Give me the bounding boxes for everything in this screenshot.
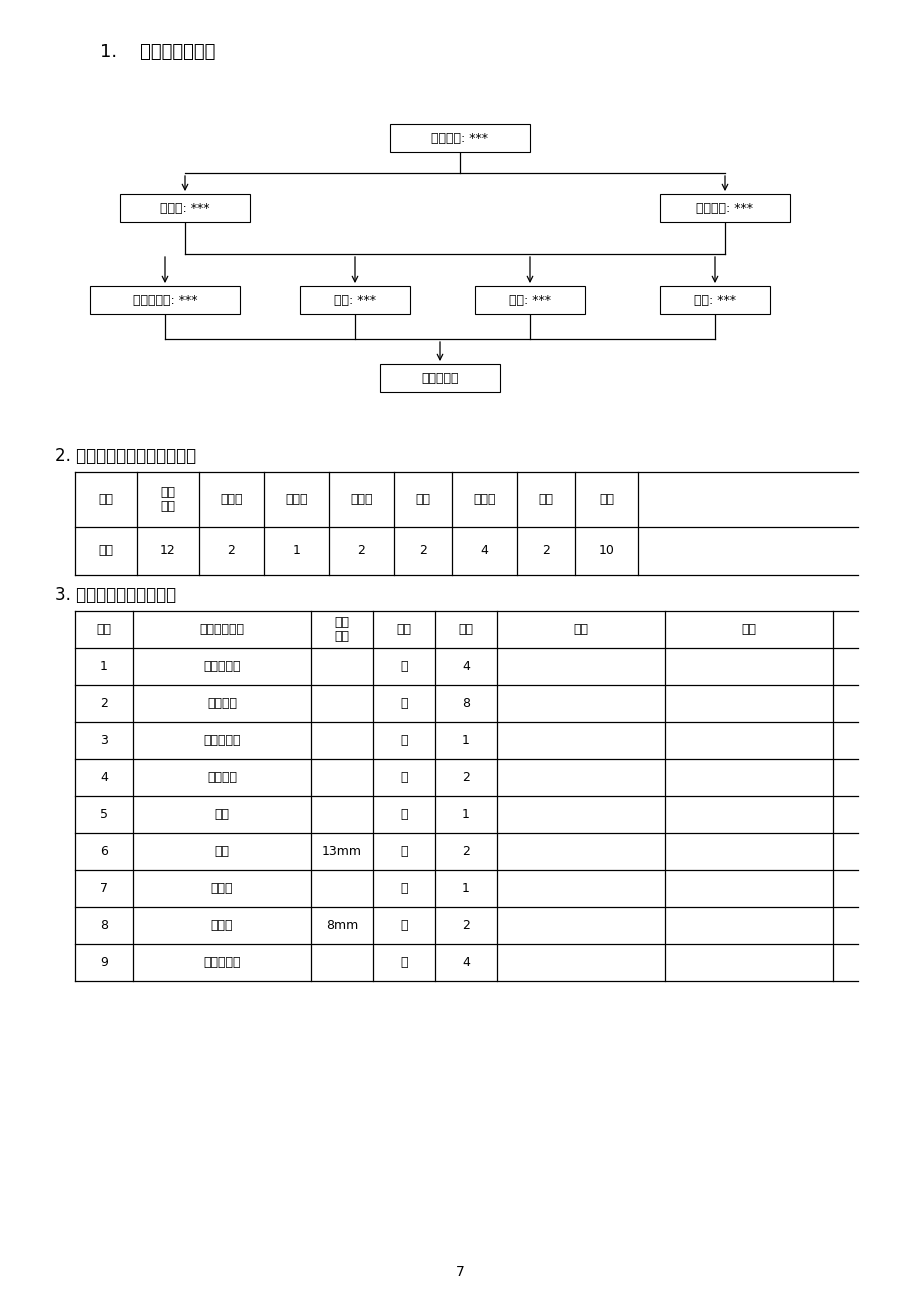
Text: 2: 2 <box>461 919 470 932</box>
Text: 电钻: 电钻 <box>214 845 229 858</box>
Text: 套: 套 <box>400 771 407 784</box>
Text: 4: 4 <box>461 956 470 969</box>
Text: 13mm: 13mm <box>322 845 361 858</box>
Text: 工种: 工种 <box>98 493 113 506</box>
Text: 2. 电气仪表安装劳动力安排：: 2. 电气仪表安装劳动力安排： <box>55 447 196 465</box>
Text: 单位: 单位 <box>396 622 411 635</box>
Text: 把: 把 <box>400 845 407 858</box>
Text: 计量工: 计量工 <box>285 493 308 506</box>
Text: 台: 台 <box>400 660 407 673</box>
Text: 台: 台 <box>400 881 407 894</box>
Text: 台: 台 <box>400 809 407 822</box>
Text: 9: 9 <box>100 956 108 969</box>
Text: 质量: ***: 质量: *** <box>334 293 376 306</box>
Text: 技术、工长: ***: 技术、工长: *** <box>132 293 197 306</box>
Bar <box>119 194 250 223</box>
Text: 机械设备名称: 机械设备名称 <box>199 622 244 635</box>
Text: 2: 2 <box>227 544 235 557</box>
Text: 2: 2 <box>461 845 470 858</box>
Text: 氧乙炔瓶: 氧乙炔瓶 <box>207 697 237 710</box>
Text: 起重工: 起重工 <box>350 493 372 506</box>
Text: 7: 7 <box>100 881 108 894</box>
Text: 型号
规格: 型号 规格 <box>335 616 349 643</box>
Text: 1: 1 <box>461 809 470 822</box>
Text: 台: 台 <box>400 734 407 747</box>
Text: 数量: 数量 <box>98 544 113 557</box>
Bar <box>90 286 240 314</box>
Text: 4: 4 <box>480 544 488 557</box>
Text: 2: 2 <box>461 771 470 784</box>
Text: 磁座钻: 磁座钻 <box>210 881 233 894</box>
Bar <box>300 286 410 314</box>
Text: 2: 2 <box>100 697 108 710</box>
Bar <box>390 124 529 152</box>
Text: 10: 10 <box>598 544 614 557</box>
Text: 3: 3 <box>100 734 108 747</box>
Text: 2: 2 <box>541 544 550 557</box>
Text: 4: 4 <box>100 771 108 784</box>
Text: 1.    施工治理网络图: 1. 施工治理网络图 <box>100 43 215 61</box>
Text: 沟通电焊机: 沟通电焊机 <box>203 660 241 673</box>
Text: 架工: 架工 <box>538 493 553 506</box>
Text: 2: 2 <box>357 544 365 557</box>
Text: 8: 8 <box>461 697 470 710</box>
Text: 各施工班组: 各施工班组 <box>421 371 459 384</box>
Text: 手枪钻: 手枪钻 <box>210 919 233 932</box>
Text: 1: 1 <box>461 881 470 894</box>
Text: 技术负责: ***: 技术负责: *** <box>696 202 753 215</box>
Text: 电调工: 电调工 <box>220 493 243 506</box>
Text: 8mm: 8mm <box>325 919 357 932</box>
Text: 序号: 序号 <box>96 622 111 635</box>
Text: 安全: ***: 安全: *** <box>508 293 550 306</box>
Text: 工程经理: ***: 工程经理: *** <box>431 132 488 145</box>
Text: 把: 把 <box>400 919 407 932</box>
Bar <box>659 286 769 314</box>
Text: 用途: 用途 <box>573 622 588 635</box>
Text: 5: 5 <box>100 809 108 822</box>
Text: 1: 1 <box>100 660 108 673</box>
Bar <box>659 194 789 223</box>
Text: 电焊工: 电焊工 <box>472 493 495 506</box>
Text: 台钻: 台钻 <box>214 809 229 822</box>
Text: 4: 4 <box>461 660 470 673</box>
Text: 数量: 数量 <box>458 622 473 635</box>
Text: 3. 主要施工机械使用表：: 3. 主要施工机械使用表： <box>55 586 176 604</box>
Text: 角向磨光机: 角向磨光机 <box>203 956 241 969</box>
Text: 电动套丝机: 电动套丝机 <box>203 734 241 747</box>
Bar <box>380 365 499 392</box>
Text: 2: 2 <box>419 544 426 557</box>
Text: 8: 8 <box>100 919 108 932</box>
Text: 台: 台 <box>400 956 407 969</box>
Text: 6: 6 <box>100 845 108 858</box>
Text: 普工: 普工 <box>598 493 613 506</box>
Bar <box>474 286 584 314</box>
Text: 安装
电工: 安装 电工 <box>160 486 176 513</box>
Text: 套: 套 <box>400 697 407 710</box>
Text: 12: 12 <box>160 544 176 557</box>
Text: 备注: 备注 <box>741 622 755 635</box>
Text: 1: 1 <box>461 734 470 747</box>
Text: 7: 7 <box>455 1266 464 1279</box>
Text: 材料: ***: 材料: *** <box>693 293 735 306</box>
Text: 1: 1 <box>292 544 301 557</box>
Text: 轻型绞板: 轻型绞板 <box>207 771 237 784</box>
Text: 副经理: ***: 副经理: *** <box>160 202 210 215</box>
Text: 钳工: 钳工 <box>415 493 430 506</box>
